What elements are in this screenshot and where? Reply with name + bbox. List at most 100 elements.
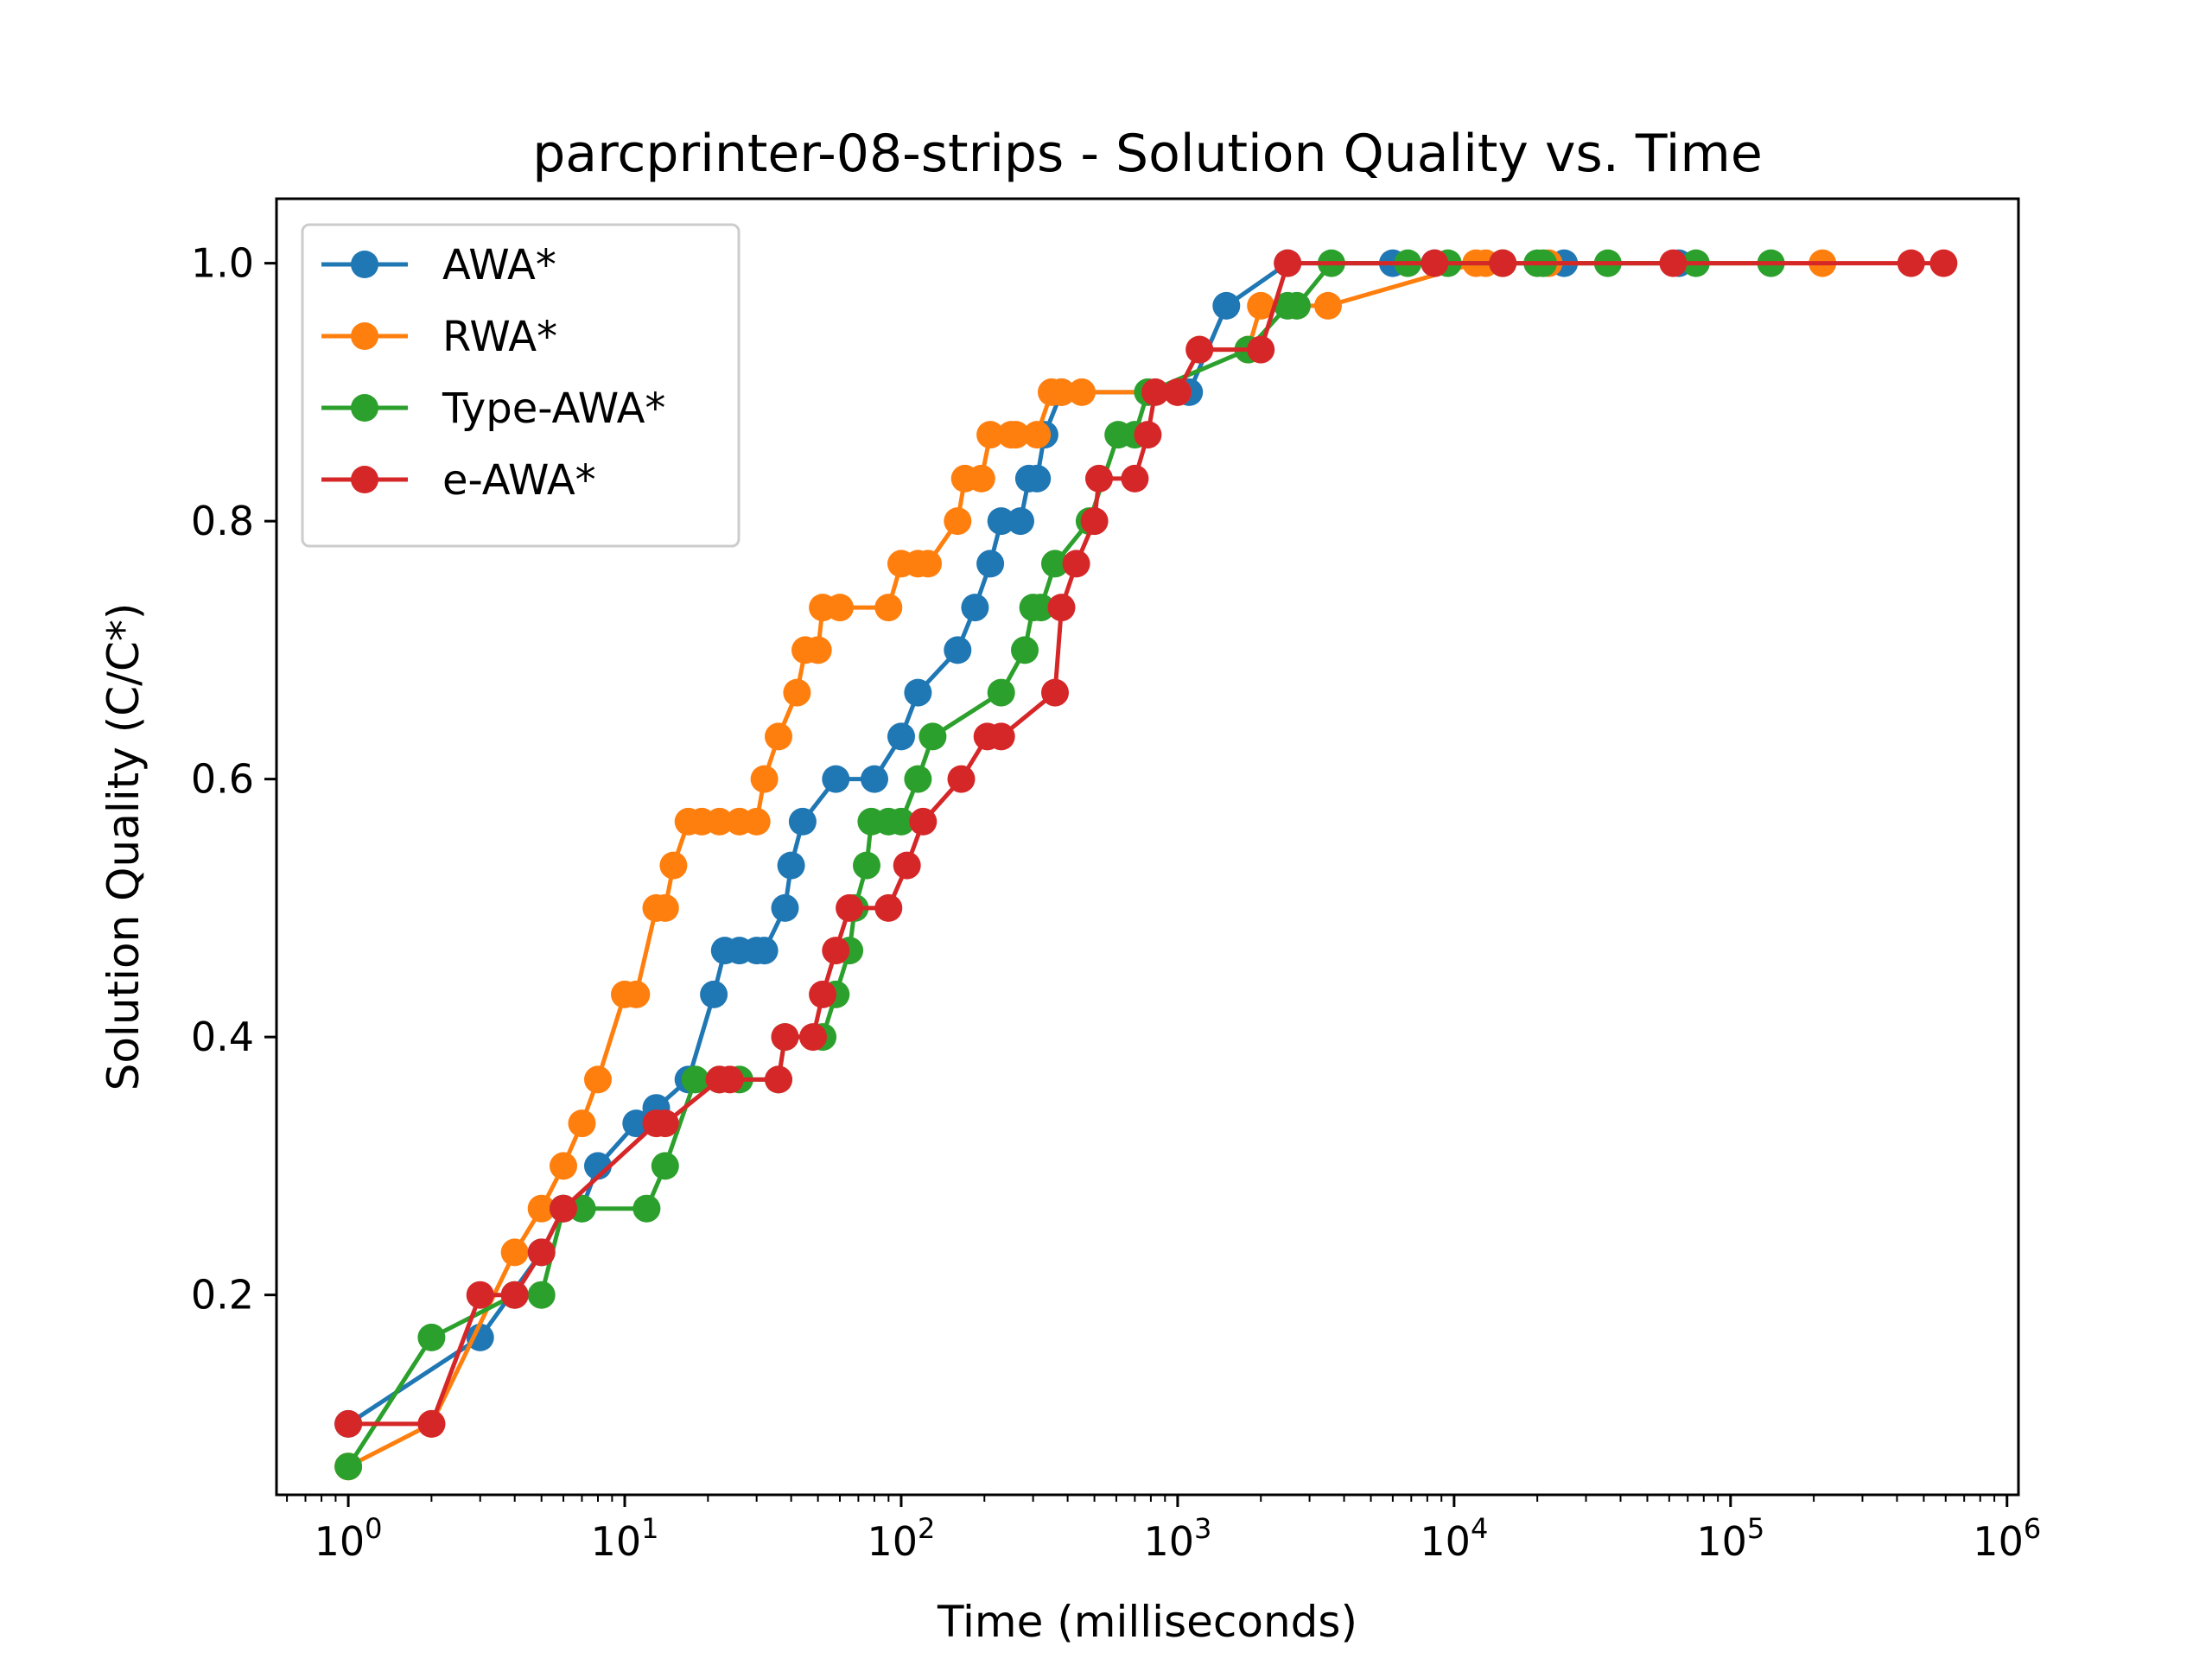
- legend-swatch-marker: [351, 251, 378, 278]
- data-point: [944, 507, 972, 536]
- axes-layer: 100 101 102 103 104 105 106 0.2 0.4 0.6 0.8 1.0: [191, 240, 2041, 1565]
- data-point: [1047, 378, 1076, 406]
- data-point: [987, 507, 1015, 536]
- data-point: [914, 550, 942, 578]
- legend-label: e-AWA*: [442, 456, 596, 505]
- data-point: [1185, 335, 1214, 364]
- data-point: [1247, 291, 1275, 320]
- data-point: [887, 722, 915, 751]
- data-point: [904, 678, 932, 707]
- data-point: [1023, 464, 1052, 493]
- data-point: [987, 722, 1015, 751]
- legend: AWA* RWA* Type-AWA* e-AWA*: [301, 223, 741, 548]
- legend-item: Type-AWA*: [321, 385, 665, 433]
- data-point: [1121, 464, 1149, 493]
- data-point: [500, 1238, 529, 1267]
- data-point: [822, 937, 850, 965]
- legend-item: RWA*: [321, 313, 557, 361]
- y-tick-label: 1.0: [191, 240, 254, 287]
- data-point: [550, 1194, 577, 1223]
- data-point: [967, 464, 995, 493]
- data-point: [700, 980, 728, 1008]
- data-point: [750, 937, 779, 965]
- y-tick-label: 0.8: [191, 498, 254, 544]
- y-tick-label: 0.4: [191, 1014, 254, 1060]
- x-tick-label: 106: [1973, 1512, 2041, 1565]
- data-point: [1047, 594, 1076, 622]
- data-point: [334, 1409, 363, 1438]
- data-point: [836, 893, 864, 922]
- data-point: [417, 1409, 446, 1438]
- data-point: [861, 765, 888, 793]
- legend-swatch-marker: [351, 466, 378, 493]
- data-point: [1212, 291, 1241, 320]
- data-point: [466, 1281, 494, 1309]
- data-point: [947, 765, 976, 793]
- x-tick-label: 103: [1143, 1512, 1211, 1565]
- data-point: [1134, 421, 1162, 449]
- x-tick-label: 100: [315, 1512, 383, 1565]
- data-point: [771, 1023, 799, 1052]
- y-tick-label: 0.6: [191, 756, 254, 803]
- x-tick-label: 102: [868, 1512, 936, 1565]
- data-point: [799, 1023, 827, 1052]
- y-axis-label: Solution Quality (C/C*): [99, 603, 149, 1091]
- data-point: [527, 1281, 556, 1309]
- data-point: [1421, 249, 1449, 277]
- data-point: [1007, 507, 1034, 536]
- data-point: [681, 1065, 709, 1094]
- data-point: [887, 807, 915, 836]
- data-point: [1041, 678, 1069, 707]
- data-point: [659, 851, 688, 880]
- data-point: [1659, 249, 1688, 277]
- data-point: [527, 1194, 556, 1223]
- data-point: [622, 980, 651, 1008]
- data-point: [1163, 378, 1192, 406]
- data-point: [987, 678, 1015, 707]
- data-point: [1274, 249, 1302, 277]
- data-point: [1041, 550, 1069, 578]
- data-point: [918, 722, 947, 751]
- data-point: [1068, 378, 1096, 406]
- legend-label: AWA*: [442, 241, 556, 289]
- data-point: [944, 636, 972, 664]
- data-point: [1314, 291, 1342, 320]
- legend-box: [301, 223, 741, 548]
- y-tick-label: 0.2: [191, 1272, 254, 1319]
- data-point: [715, 1065, 744, 1094]
- legend-label: Type-AWA*: [442, 385, 665, 433]
- data-point: [1023, 421, 1052, 449]
- x-tick-label: 105: [1696, 1512, 1764, 1565]
- data-point: [765, 1065, 792, 1094]
- plot-frame: [275, 197, 2020, 1497]
- x-axis-label: Time (milliseconds): [937, 1597, 1357, 1647]
- legend-swatch-marker: [351, 394, 378, 422]
- data-point: [783, 678, 811, 707]
- data-point: [651, 893, 679, 922]
- data-point: [1247, 335, 1275, 364]
- data-point: [853, 851, 880, 880]
- data-point: [527, 1238, 556, 1267]
- data-point: [466, 1323, 494, 1351]
- data-point: [1141, 378, 1169, 406]
- data-point: [417, 1323, 446, 1351]
- data-point: [1929, 249, 1958, 277]
- data-point: [874, 594, 903, 622]
- data-point: [1282, 291, 1311, 320]
- data-point: [909, 807, 938, 836]
- data-point: [822, 765, 850, 793]
- data-point: [961, 594, 989, 622]
- data-point: [788, 807, 817, 836]
- data-point: [1001, 421, 1030, 449]
- data-point: [750, 765, 779, 793]
- legend-item: e-AWA*: [321, 456, 596, 505]
- series-4: [334, 249, 1958, 1438]
- data-point: [500, 1281, 529, 1309]
- legend-swatch-marker: [351, 322, 378, 350]
- data-point: [826, 594, 854, 622]
- chart-title: parcprinter-08-strips - Solution Quality…: [532, 124, 1763, 184]
- x-tick-label: 104: [1420, 1512, 1488, 1565]
- data-point: [705, 807, 734, 836]
- data-point: [976, 421, 1005, 449]
- data-point: [651, 1109, 679, 1138]
